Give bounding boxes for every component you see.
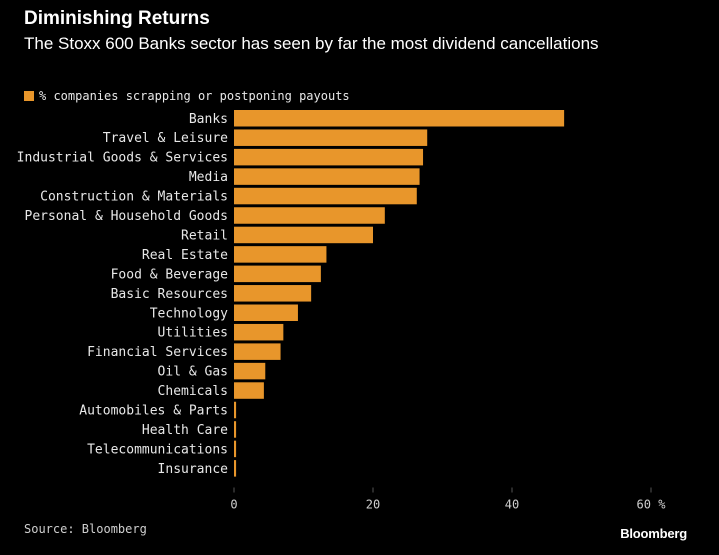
bar (234, 285, 312, 302)
bar (234, 129, 428, 146)
category-label: Automobiles & Parts (79, 404, 228, 419)
legend-label: % companies scrapping or postponing payo… (39, 89, 350, 103)
bar (234, 401, 237, 419)
category-label: Real Estate (142, 248, 228, 263)
category-label: Media (189, 170, 228, 185)
category-label: Technology (150, 306, 228, 321)
x-tick-label: 0 (230, 498, 237, 512)
bar (234, 304, 298, 321)
category-label: Health Care (142, 423, 228, 438)
chart-legend: % companies scrapping or postponing payo… (24, 89, 350, 103)
category-label: Oil & Gas (158, 365, 228, 380)
category-label: Banks (189, 112, 228, 127)
source-note: Source: Bloomberg (24, 522, 147, 536)
bar (234, 265, 321, 283)
bar (234, 343, 281, 360)
bar (234, 382, 264, 399)
x-tick-label: 60 % (637, 498, 667, 512)
bar (234, 421, 237, 438)
category-label: Retail (181, 228, 228, 243)
category-label: Travel & Leisure (103, 131, 228, 146)
category-label: Construction & Materials (40, 190, 228, 205)
bar (234, 187, 417, 205)
category-label: Utilities (158, 326, 228, 341)
bar (234, 226, 373, 244)
bar (234, 362, 266, 380)
category-label: Telecommunications (87, 442, 228, 457)
bloomberg-logo: Bloomberg (620, 526, 687, 541)
bar (234, 110, 565, 127)
x-tick-label: 20 (366, 498, 380, 512)
chart-subtitle: The Stoxx 600 Banks sector has seen by f… (24, 34, 599, 53)
category-label: Basic Resources (111, 287, 228, 302)
bar (234, 207, 385, 224)
bar (234, 440, 237, 458)
bar (234, 323, 284, 341)
category-label: Personal & Household Goods (25, 209, 229, 224)
category-label: Chemicals (158, 384, 228, 399)
legend-swatch (24, 91, 34, 101)
x-tick-label: 40 (505, 498, 519, 512)
bar (234, 168, 420, 185)
bar (234, 246, 327, 263)
category-label: Insurance (158, 462, 229, 477)
category-label: Industrial Goods & Services (17, 151, 228, 166)
category-label: Food & Beverage (111, 267, 229, 282)
category-label: Financial Services (87, 345, 228, 360)
chart-title: Diminishing Returns (24, 8, 210, 29)
bar (234, 148, 424, 166)
bar (234, 460, 237, 477)
